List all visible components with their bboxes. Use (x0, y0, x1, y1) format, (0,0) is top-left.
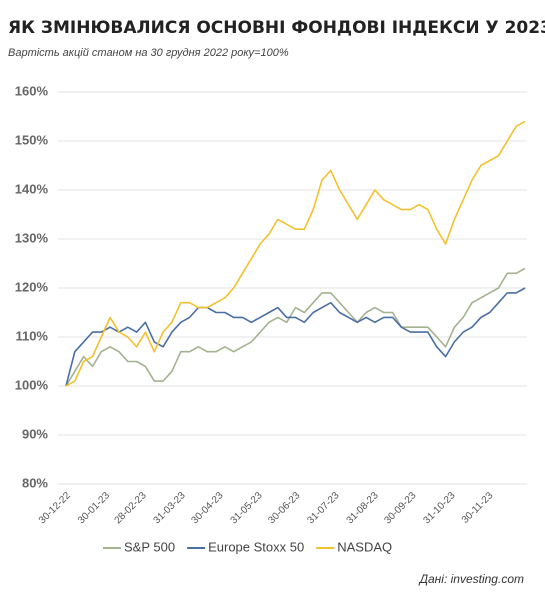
x-tick-label: 31-07-23 (305, 490, 341, 526)
x-tick-label: 30-04-23 (189, 490, 225, 526)
x-tick-label: 30-11-23 (460, 490, 496, 526)
x-tick-label: 31-08-23 (345, 490, 381, 526)
x-tick-label: 30-12-22 (37, 490, 73, 526)
legend-label: Europe Stoxx 50 (208, 539, 304, 554)
x-tick-label: 31-10-23 (422, 490, 458, 526)
series-line (65, 267, 526, 387)
y-tick-label: 120% (15, 279, 49, 294)
series-line (65, 120, 526, 387)
x-tick-label: 31-03-23 (152, 490, 188, 526)
y-tick-label: 160% (15, 83, 49, 98)
y-tick-label: 140% (15, 181, 49, 196)
x-tick-label: 30-01-23 (76, 490, 112, 526)
y-tick-label: 150% (15, 132, 49, 147)
legend-label: NASDAQ (337, 539, 392, 554)
x-tick-label: 28-02-23 (113, 490, 149, 526)
x-tick-label: 30-09-23 (382, 490, 418, 526)
x-tick-label: 30-06-23 (266, 490, 302, 526)
y-tick-label: 110% (15, 328, 48, 343)
y-tick-label: 100% (15, 377, 49, 392)
legend-label: S&P 500 (124, 539, 175, 554)
y-tick-label: 90% (22, 426, 48, 441)
source: Дані: investing.com (418, 572, 524, 586)
y-tick-label: 130% (15, 230, 49, 245)
chart-subtitle: Вартість акцій станом на 30 грудня 2022 … (8, 47, 289, 59)
chart-title: ЯК ЗМІНЮВАЛИСЯ ОСНОВНІ ФОНДОВІ ІНДЕКСИ У… (8, 18, 545, 38)
series-line (65, 287, 526, 387)
y-tick-label: 80% (22, 475, 48, 490)
x-tick-label: 31-05-23 (229, 490, 265, 526)
